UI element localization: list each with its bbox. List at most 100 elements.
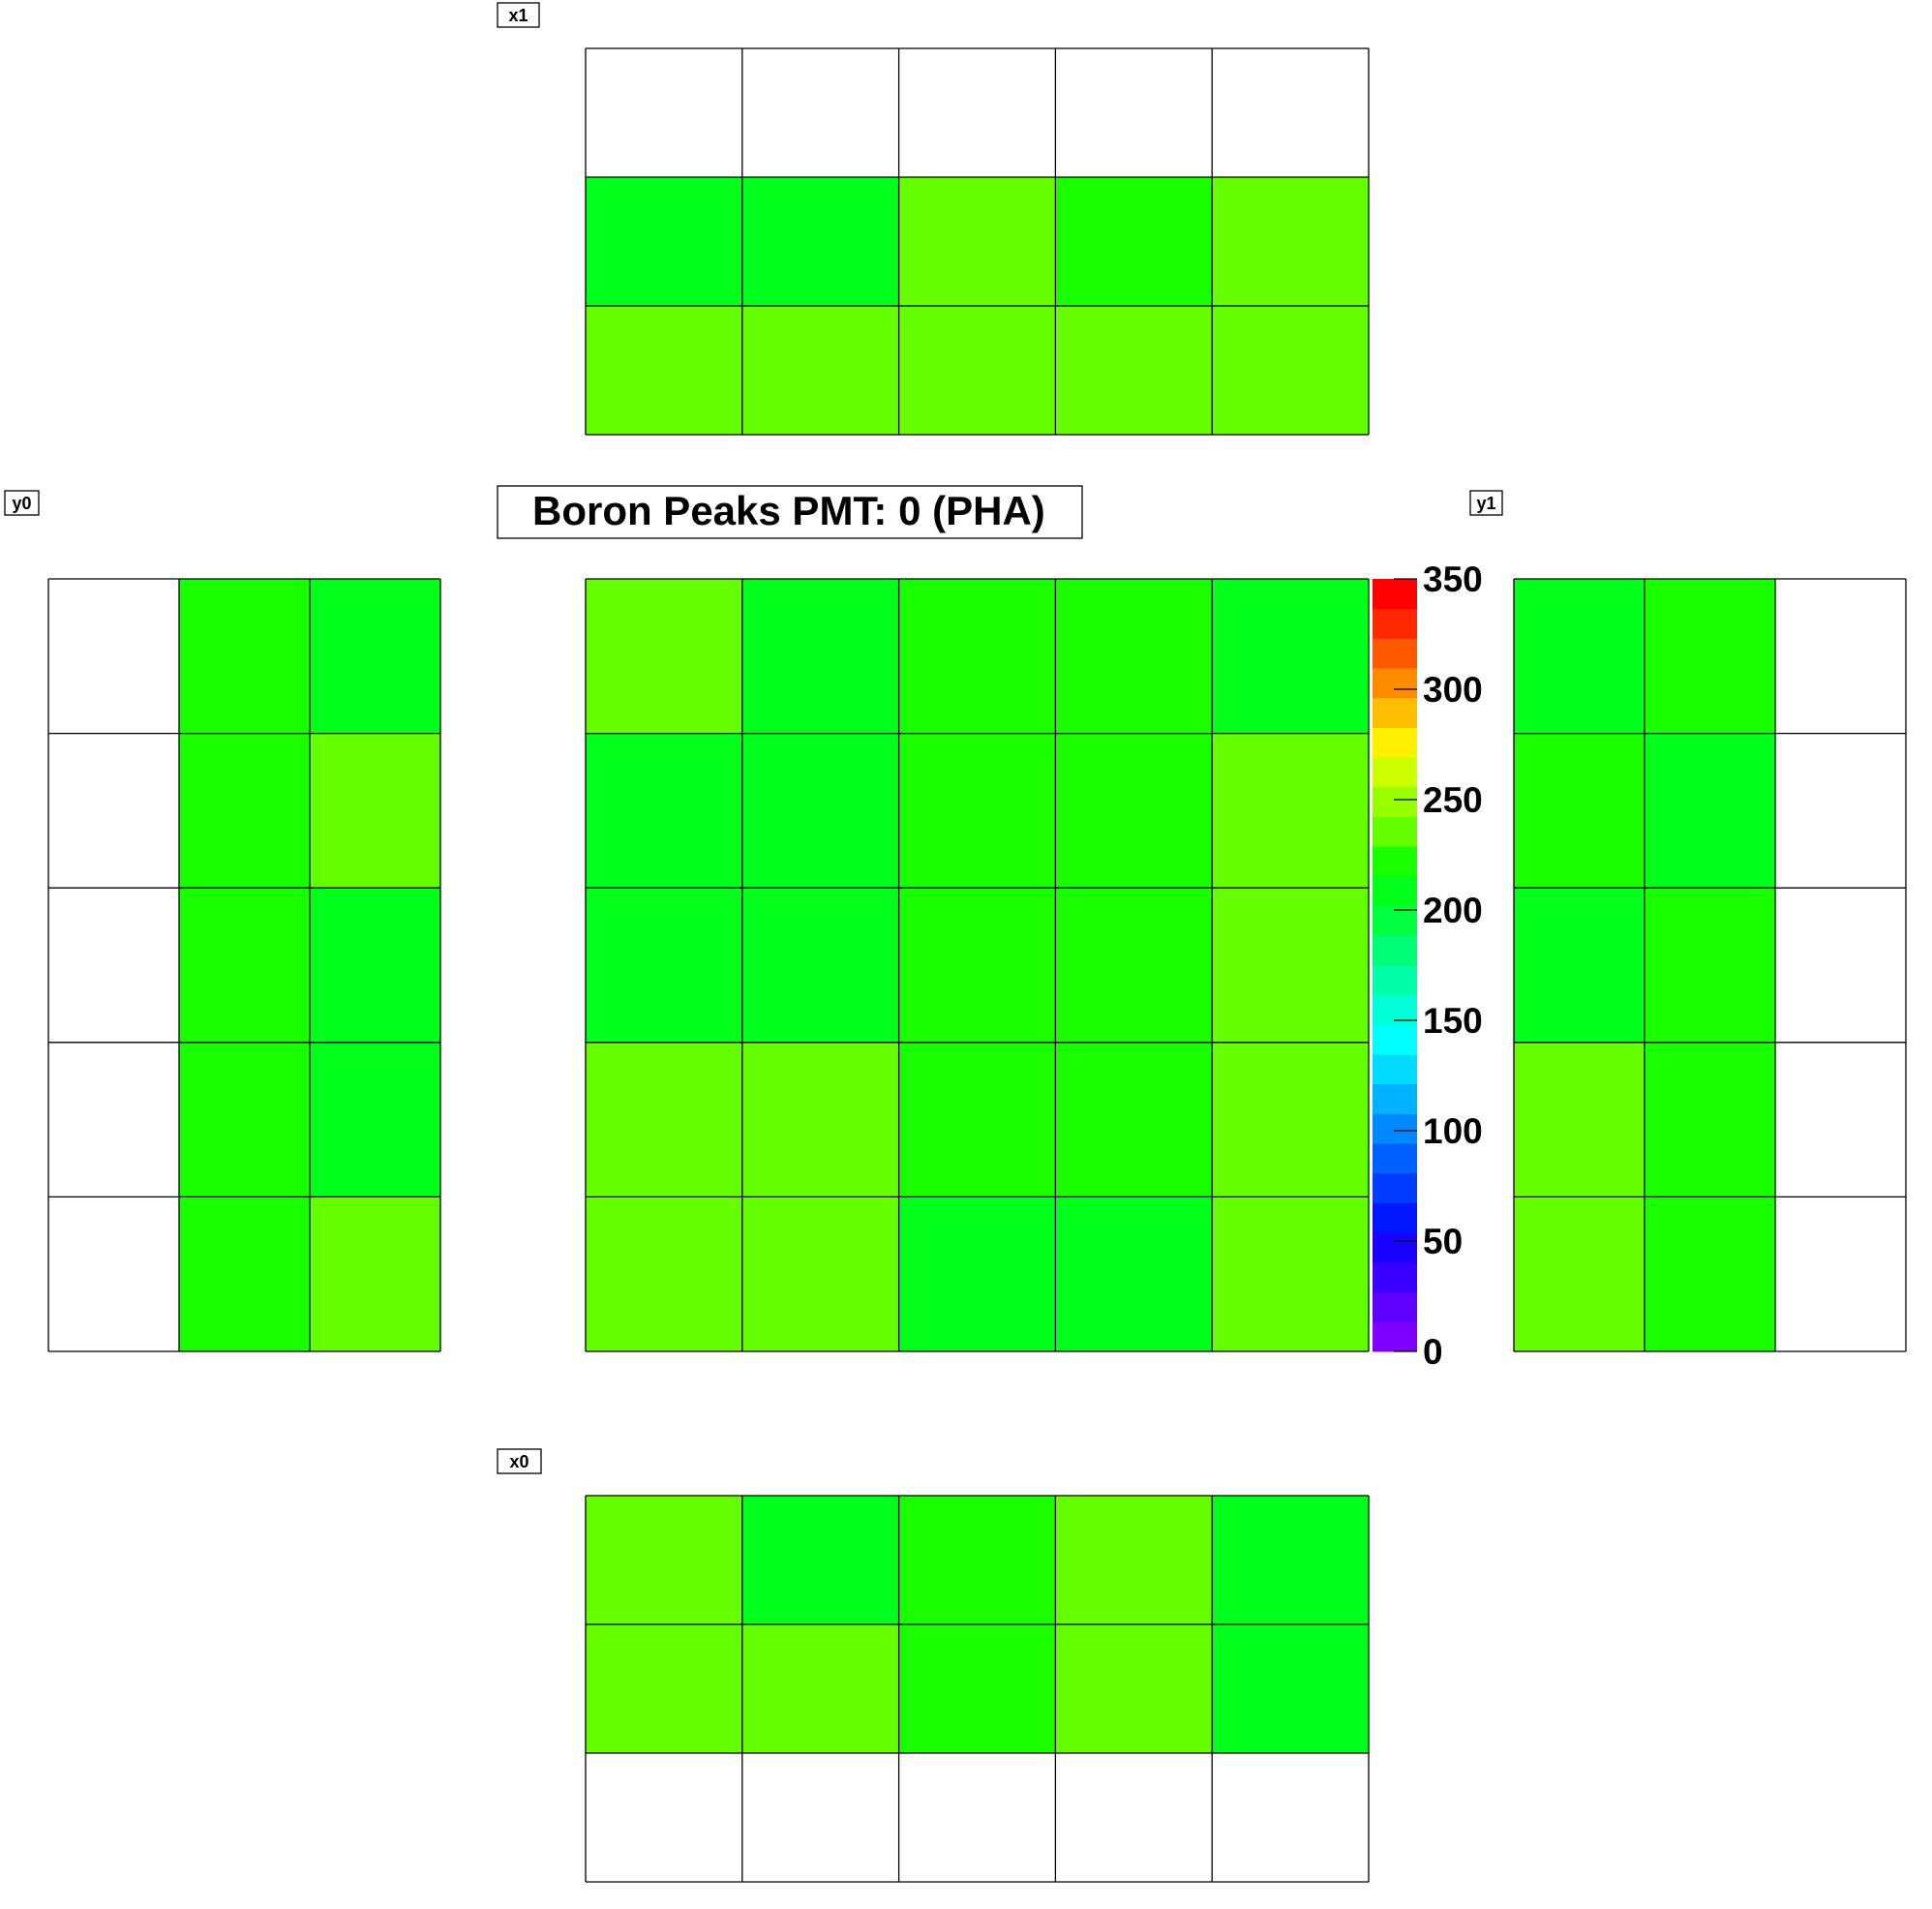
heatmap-cell [48, 1197, 179, 1351]
panel-label-text: x0 [509, 1452, 528, 1471]
heatmap-cell [741, 733, 899, 889]
panel-label-text: y1 [1476, 494, 1495, 513]
heatmap-cell [898, 1042, 1056, 1197]
heatmap-cell [586, 888, 742, 1043]
heatmap-cell [898, 1496, 1056, 1624]
heatmap-cell [741, 177, 899, 306]
heatmap-cell [898, 177, 1056, 306]
heatmap-cell [898, 1197, 1056, 1351]
heatmap-cell [179, 1197, 310, 1351]
grid-y1 [1513, 578, 1907, 1352]
heatmap-cell [1514, 579, 1645, 734]
colorbar-segment [1373, 1054, 1417, 1085]
colorbar-segment [1373, 786, 1417, 818]
heatmap-cell [1775, 888, 1906, 1043]
heatmap-cell [898, 48, 1056, 177]
heatmap-cell [586, 1042, 742, 1197]
colorbar-segment [1373, 1291, 1417, 1322]
panel-center [586, 579, 1369, 1351]
heatmap-cell [741, 1624, 899, 1753]
heatmap-cell [586, 306, 742, 435]
heatmap-cell [310, 1197, 440, 1351]
heatmap-cell [1212, 733, 1369, 889]
heatmap-cell [48, 888, 179, 1043]
panel-x1 [586, 48, 1369, 435]
heatmap-cell [1775, 579, 1906, 734]
colorbar-segment [1373, 816, 1417, 847]
heatmap-cell [179, 1042, 310, 1197]
heatmap-cell [1514, 733, 1645, 889]
colorbar-tick-label: 100 [1423, 1111, 1483, 1151]
panel-label-box [497, 1448, 542, 1474]
colorbar-segment [1373, 1083, 1417, 1114]
colorbar-tick-label: 300 [1423, 670, 1483, 710]
heatmap-cell [310, 1042, 440, 1197]
heatmap-cell [310, 579, 440, 734]
colorbar-segment [1373, 727, 1417, 758]
heatmap-cell [310, 733, 440, 889]
heatmap-cell [1645, 1042, 1775, 1197]
panel-label-y0: y0 [4, 490, 40, 516]
heatmap-cell [741, 1197, 899, 1351]
heatmap-cell [586, 579, 742, 734]
heatmap-cell [48, 1042, 179, 1197]
panel-y0 [48, 579, 440, 1351]
heatmap-cell [1775, 1042, 1906, 1197]
heatmap-cell [741, 1753, 899, 1882]
panel-label-x0: x0 [497, 1448, 542, 1474]
colorbar-segment [1373, 579, 1417, 610]
heatmap-cell [1645, 733, 1775, 889]
heatmap-cell [48, 579, 179, 734]
heatmap-cell [1645, 579, 1775, 734]
heatmap-cell [586, 1753, 742, 1882]
colorbar-segment [1373, 1261, 1417, 1293]
grid-center [585, 578, 1370, 1352]
heatmap-cell [1055, 177, 1213, 306]
heatmap-cell [1055, 48, 1213, 177]
heatmap-cell [586, 48, 742, 177]
panel-label-box [4, 490, 40, 516]
heatmap-cell [586, 1197, 742, 1351]
colorbar-segment [1373, 1232, 1417, 1263]
heatmap-cell [1055, 1753, 1213, 1882]
heatmap-cell [1055, 1197, 1213, 1351]
heatmap-cell [1212, 579, 1369, 734]
heatmap-cell [1212, 888, 1369, 1043]
heatmap-cell [1055, 1042, 1213, 1197]
heatmap-cell [898, 579, 1056, 734]
colorbar-segment [1373, 608, 1417, 639]
colorbar-tick-label: 200 [1423, 891, 1483, 930]
colorbar-tick-label: 250 [1423, 780, 1483, 820]
heatmap-cell [1775, 1197, 1906, 1351]
heatmap-cell [741, 48, 899, 177]
heatmap-cell [1212, 48, 1369, 177]
colorbar-segment [1373, 905, 1417, 936]
colorbar-segment [1373, 1143, 1417, 1174]
heatmap-cell [741, 1042, 899, 1197]
heatmap-cell [586, 1496, 742, 1624]
colorbar-segment [1373, 1172, 1417, 1204]
chart-title: Boron Peaks PMT: 0 (PHA) [532, 488, 1045, 533]
panel-x0 [586, 1496, 1369, 1882]
heatmap-cell [741, 888, 899, 1043]
grid-y0 [47, 578, 441, 1352]
heatmap-cell [898, 306, 1056, 435]
cells-layer [48, 48, 1906, 1882]
colorbar-tick-label: 0 [1423, 1332, 1443, 1372]
heatmap-cell [1055, 306, 1213, 435]
heatmap-cell [1212, 1197, 1369, 1351]
heatmap-cell [898, 1624, 1056, 1753]
colorbar-segment [1373, 1024, 1417, 1055]
heatmap-cell [310, 888, 440, 1043]
heatmap-cell [1212, 1624, 1369, 1753]
heatmap-cell [1055, 579, 1213, 734]
colorbar-segment [1373, 1321, 1417, 1352]
grid-layer [47, 47, 1907, 1883]
heatmap-cell [898, 733, 1056, 889]
heatmap-cell [1514, 888, 1645, 1043]
title-box: Boron Peaks PMT: 0 (PHA) [497, 485, 1083, 539]
panel-label-box [1469, 490, 1503, 516]
panel-label-text: y0 [12, 494, 31, 513]
panel-label-y1: y1 [1469, 490, 1503, 516]
